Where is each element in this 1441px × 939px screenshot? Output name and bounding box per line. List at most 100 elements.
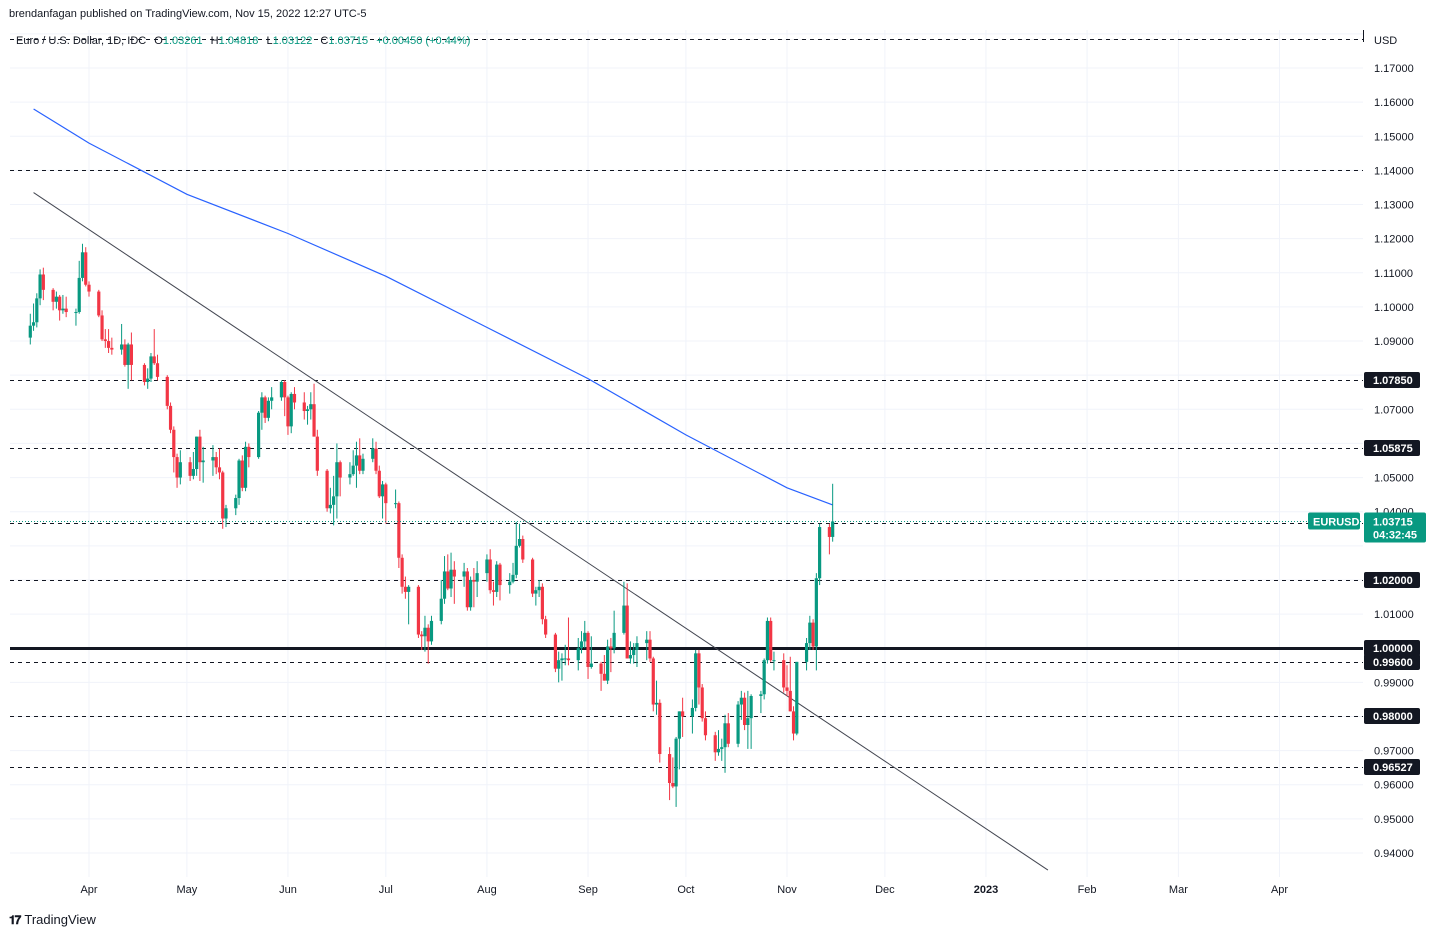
candle-body [146, 378, 150, 382]
candle [511, 562, 515, 584]
candle-body [384, 484, 388, 504]
level-label-box [1364, 759, 1420, 775]
candle [58, 294, 62, 321]
candle-body [237, 460, 241, 499]
candle-body [772, 660, 776, 662]
candle-body [804, 643, 809, 662]
x-tick-label: Jul [379, 884, 393, 896]
y-tick-label: 1.01000 [1374, 609, 1414, 621]
candle [74, 308, 78, 326]
publisher-bar: brendanfagan published on TradingView.co… [0, 0, 1441, 28]
candle-body [371, 448, 375, 459]
candle [106, 329, 111, 353]
candle-body [312, 404, 316, 437]
candle-body [165, 376, 169, 406]
candle [491, 581, 496, 606]
candle-body [77, 277, 81, 313]
symbol-tag-text: EURUSD [1313, 517, 1360, 529]
candle-body [498, 564, 502, 586]
candle [690, 699, 695, 734]
x-tick-label: Feb [1078, 884, 1097, 896]
candle-body [87, 284, 91, 292]
candle-body [537, 586, 541, 591]
time-axis[interactable]: Apr May Jun Jul Aug Sep Oct Nov Dec 2023 Feb Mar Apr [80, 884, 1288, 896]
candle [674, 736, 678, 807]
candle [635, 636, 639, 667]
candle-body [240, 460, 244, 488]
y-tick-label: 1.10000 [1374, 302, 1414, 314]
candle-body [377, 470, 381, 497]
candle [84, 247, 88, 287]
candle-body [100, 315, 104, 340]
candle-body [397, 503, 401, 558]
candle-body [266, 400, 270, 418]
candle [305, 405, 310, 425]
candle [380, 480, 385, 519]
y-tick-label: 1.15000 [1374, 131, 1414, 143]
candle-body [84, 252, 88, 285]
candle-body [606, 646, 610, 681]
trendline[interactable] [33, 192, 1049, 871]
candle [782, 653, 786, 693]
level-label-box [1364, 640, 1420, 656]
candle [35, 293, 39, 328]
candle [811, 619, 815, 650]
candle-body [35, 298, 39, 323]
candle [452, 561, 456, 604]
candle-body [188, 462, 192, 476]
candle-body [654, 702, 659, 705]
candle [739, 690, 743, 720]
candle [38, 269, 42, 306]
y-tick-label: 1.16000 [1374, 97, 1414, 109]
candle-body [831, 521, 835, 537]
candle [168, 402, 173, 434]
candle-body [80, 252, 85, 278]
horizontal-levels [10, 39, 1363, 768]
candle [498, 562, 502, 601]
candle-body [195, 436, 199, 470]
candle [439, 579, 443, 625]
candle-body [64, 308, 68, 313]
candle-body [511, 574, 515, 582]
candle [658, 699, 662, 763]
candle-body [609, 646, 613, 649]
candle [472, 568, 476, 608]
candle-body [41, 274, 45, 290]
candle [713, 731, 717, 761]
level-label-text: 0.98000 [1373, 711, 1413, 723]
candle-body [586, 632, 590, 667]
candle-body [309, 404, 313, 410]
candle-body [234, 498, 238, 509]
candle [61, 294, 65, 314]
candle-body [423, 627, 427, 637]
candle [51, 288, 55, 311]
candle-body [289, 393, 293, 427]
candle-body [152, 356, 156, 364]
level-label-text: 1.05875 [1373, 443, 1413, 455]
candle [612, 610, 616, 654]
candle [393, 489, 398, 509]
candle [172, 426, 176, 473]
tradingview-footer[interactable]: 𝟏𝟕 TradingView [9, 912, 96, 928]
candle [681, 697, 685, 737]
candle [720, 738, 724, 761]
candle-body [488, 559, 492, 591]
candle-body [622, 605, 626, 633]
candle-body [263, 397, 267, 418]
close-key: C [320, 35, 329, 47]
candle-body [472, 579, 476, 582]
candle-body [416, 586, 421, 635]
candle-body [442, 571, 447, 599]
candle [103, 329, 107, 348]
high-key: H [210, 35, 219, 47]
candle-body [217, 467, 222, 473]
candle-body [742, 697, 747, 726]
level-label-text: 1.02000 [1373, 575, 1413, 587]
candle-body [563, 658, 567, 660]
candle [361, 453, 365, 475]
candle-body [420, 634, 424, 637]
candle-body [168, 405, 173, 430]
candle-body [172, 429, 176, 458]
candle-body [211, 457, 215, 461]
